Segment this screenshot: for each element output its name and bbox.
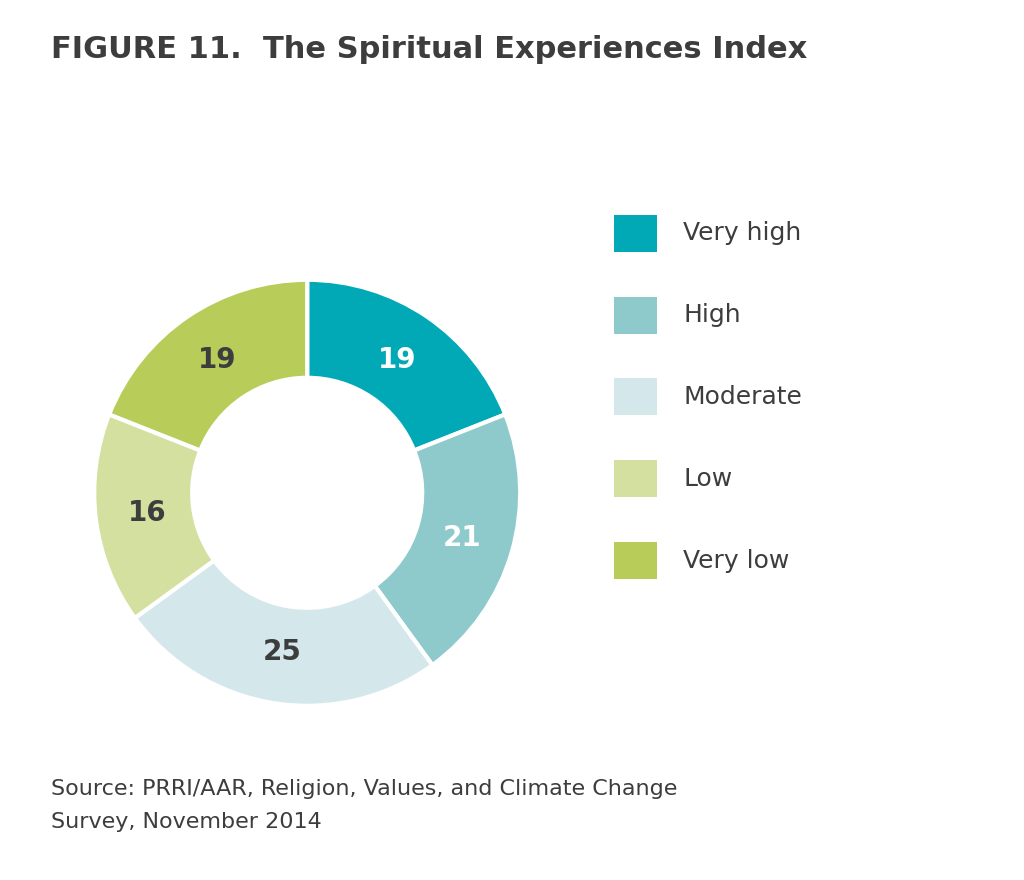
Text: Source: PRRI/AAR, Religion, Values, and Climate Change
Survey, November 2014: Source: PRRI/AAR, Religion, Values, and … xyxy=(51,779,678,832)
Wedge shape xyxy=(110,280,307,451)
Text: High: High xyxy=(683,303,740,327)
Wedge shape xyxy=(307,280,505,451)
Text: 21: 21 xyxy=(442,524,481,552)
Wedge shape xyxy=(375,414,520,665)
Text: 19: 19 xyxy=(198,346,237,374)
Text: Moderate: Moderate xyxy=(683,385,802,409)
Text: Very low: Very low xyxy=(683,548,790,573)
Wedge shape xyxy=(135,561,432,706)
Text: Low: Low xyxy=(683,466,732,491)
Text: 16: 16 xyxy=(128,499,167,527)
Wedge shape xyxy=(94,414,214,618)
Text: 25: 25 xyxy=(262,638,301,665)
Text: Very high: Very high xyxy=(683,221,801,246)
Text: FIGURE 11.  The Spiritual Experiences Index: FIGURE 11. The Spiritual Experiences Ind… xyxy=(51,35,808,64)
Text: 19: 19 xyxy=(378,346,417,374)
